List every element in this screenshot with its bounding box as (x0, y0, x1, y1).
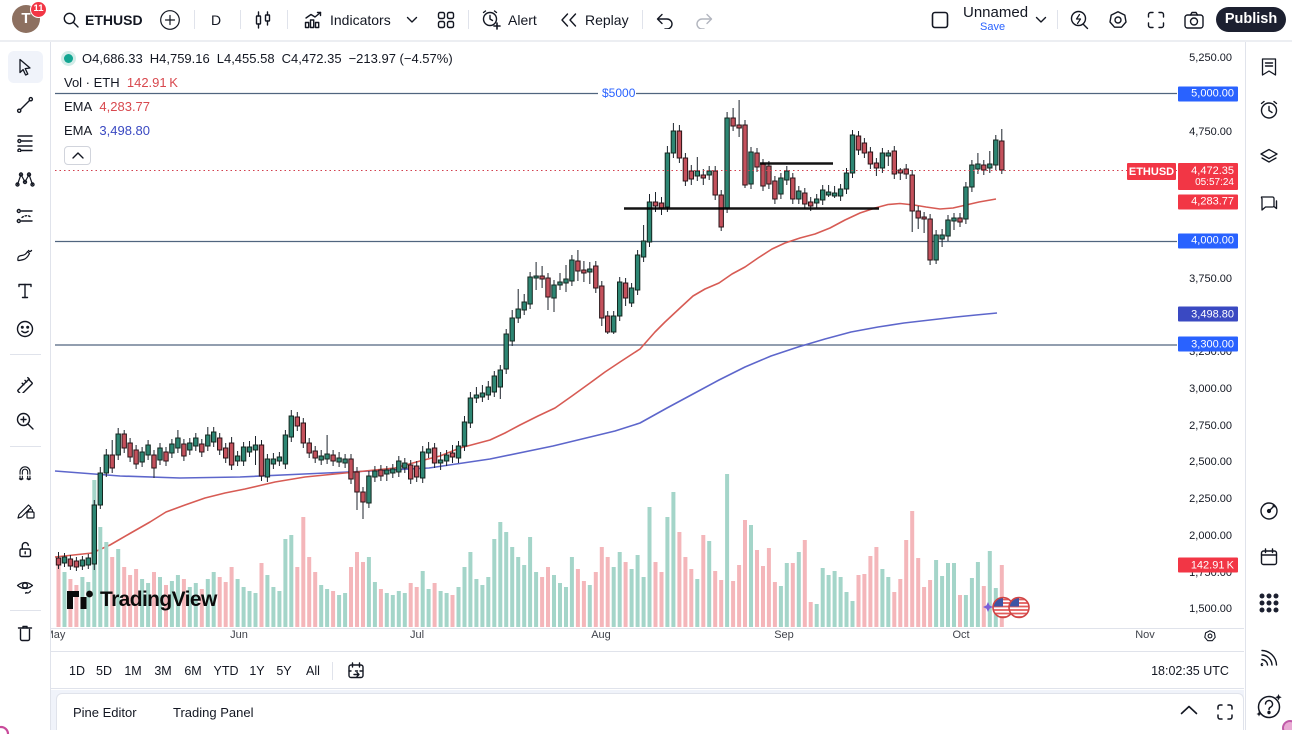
svg-text:$5000: $5000 (602, 86, 636, 100)
